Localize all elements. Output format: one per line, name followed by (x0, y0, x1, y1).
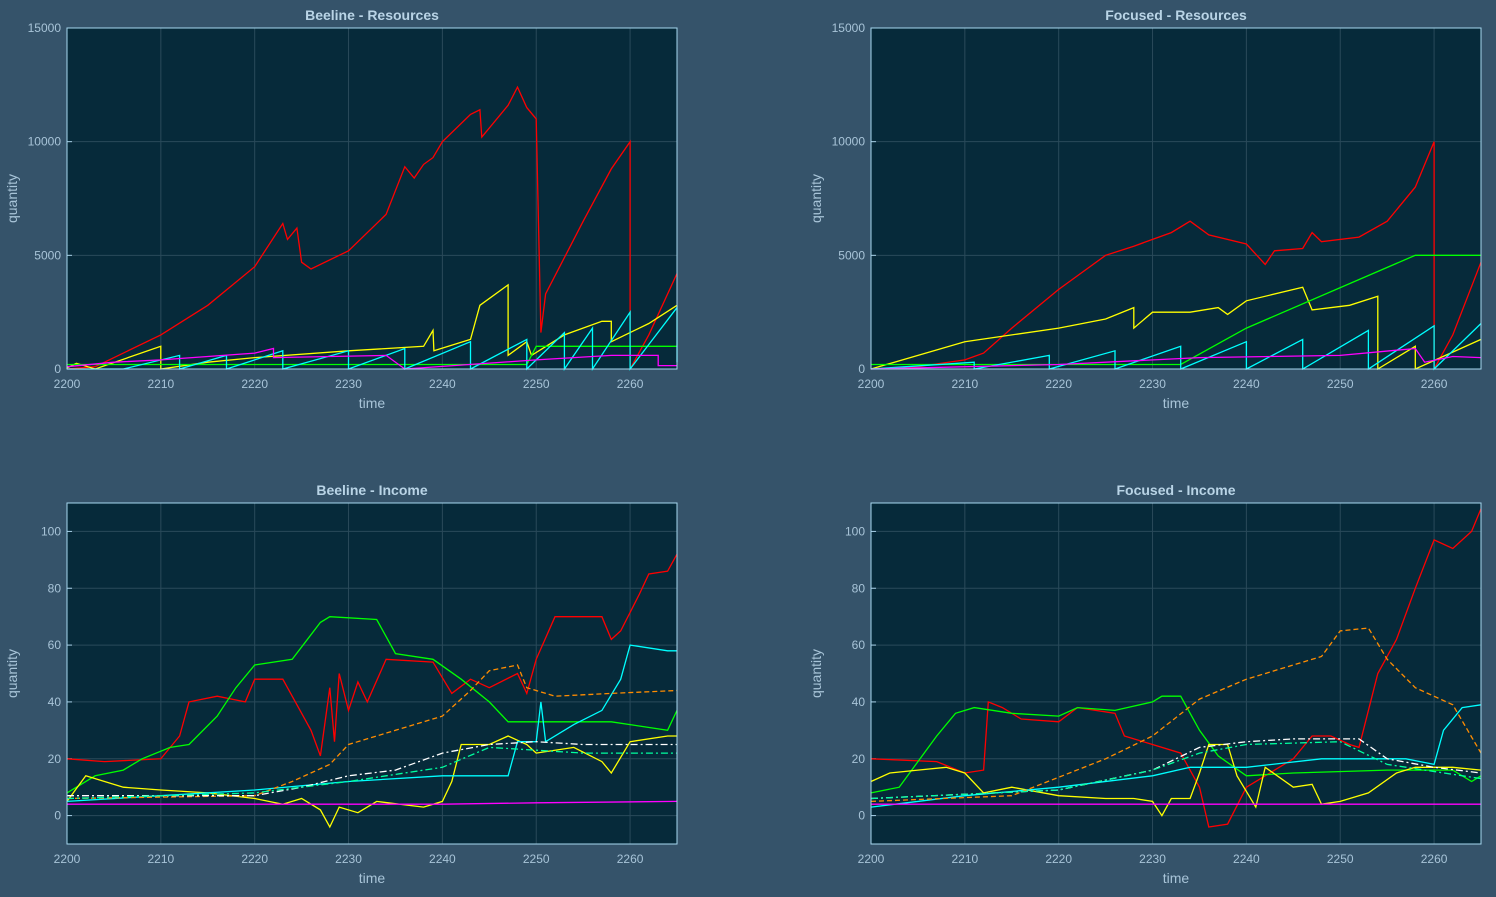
plot-area (871, 503, 1481, 844)
x-tick-label: 2260 (617, 852, 644, 866)
chart-title: Beeline - Income (316, 482, 427, 498)
series-line-3 (870, 743, 1482, 817)
series-line-3 (871, 254, 1481, 366)
x-tick-label: 2220 (1045, 377, 1072, 391)
y-tick-label: 0 (858, 362, 865, 376)
plot-area (871, 28, 1481, 369)
series-line-2 (870, 695, 1482, 794)
x-tick-label: 2250 (1327, 377, 1354, 391)
series-line-4 (67, 305, 678, 372)
series-line-6 (870, 627, 1482, 803)
y-tick-label: 100 (845, 524, 865, 538)
subplot-2: 2200 2210 2220 2230 2240 2250 2260 0 5000 10000 15… (808, 7, 1482, 411)
series-line-1 (870, 141, 1482, 370)
y-tick-label: 40 (48, 695, 62, 709)
x-tick-label: 2230 (1139, 852, 1166, 866)
y-tick-label: 20 (852, 752, 866, 766)
y-tick-label: 5000 (838, 248, 865, 262)
plot-area (67, 503, 677, 844)
x-tick-label: 2200 (54, 852, 81, 866)
y-tick-label: 60 (852, 638, 866, 652)
series-line-6 (66, 664, 678, 800)
x-tick-label: 2250 (523, 852, 550, 866)
series-line-1 (66, 85, 678, 370)
x-tick-label: 2240 (1233, 852, 1260, 866)
axes-frame (870, 27, 1482, 370)
x-tick-label: 2220 (241, 852, 268, 866)
y-tick-label: 60 (48, 638, 62, 652)
x-tick-label: 2240 (429, 852, 456, 866)
y-tick-label: 10000 (28, 135, 62, 149)
axes-frame (66, 502, 678, 845)
subplot-4: 2200 2210 2220 2230 2240 2250 2260 0 20 40 60 80 100… (808, 482, 1482, 886)
y-tick-label: 5000 (34, 248, 61, 262)
subplot-1: 2200 2210 2220 2230 2240 2250 2260 0 5000 10000 15… (4, 7, 678, 411)
y-tick-label: 100 (41, 524, 61, 538)
series-line-2 (66, 283, 678, 370)
x-tick-label: 2240 (429, 377, 456, 391)
x-tick-label: 2250 (1327, 852, 1354, 866)
x-tick-label: 2210 (147, 852, 174, 866)
x-tick-label: 2230 (1139, 377, 1166, 391)
x-tick-label: 2250 (523, 377, 550, 391)
y-tick-label: 20 (48, 752, 62, 766)
x-tick-label: 2210 (147, 377, 174, 391)
x-tick-label: 2210 (951, 852, 978, 866)
x-tick-label: 2230 (335, 852, 362, 866)
chart-title: Beeline - Resources (305, 7, 439, 23)
x-axis-label: time (359, 395, 386, 411)
x-tick-label: 2200 (54, 377, 81, 391)
x-axis-label: time (1163, 395, 1190, 411)
series-line-1 (870, 508, 1482, 828)
series-line-1 (66, 553, 678, 763)
y-axis-label: quantity (4, 649, 20, 698)
plot-area (67, 28, 677, 369)
x-tick-label: 2260 (1421, 377, 1448, 391)
x-tick-label: 2220 (241, 377, 268, 391)
series-line-3 (66, 735, 677, 829)
series-line-4 (66, 644, 677, 803)
series-line-8 (66, 746, 677, 800)
x-tick-label: 2220 (1045, 852, 1072, 866)
x-tick-label: 2200 (858, 377, 885, 391)
x-tick-label: 2260 (617, 377, 644, 391)
series-line-4 (870, 323, 1482, 371)
chart-title: Focused - Income (1116, 482, 1235, 498)
x-tick-label: 2260 (1421, 852, 1448, 866)
y-axis-label: quantity (808, 174, 824, 223)
chart-title: Focused - Resources (1105, 7, 1247, 23)
x-tick-label: 2210 (951, 377, 978, 391)
y-axis-label: quantity (4, 174, 20, 223)
series-line-5 (66, 347, 677, 370)
axes-frame (66, 27, 678, 370)
series-line-5 (870, 347, 1482, 370)
y-tick-label: 0 (858, 809, 865, 823)
y-tick-label: 0 (54, 809, 61, 823)
series-line-2 (66, 616, 678, 794)
y-tick-label: 10000 (832, 135, 866, 149)
y-tick-label: 0 (54, 362, 61, 376)
y-tick-label: 15000 (832, 21, 866, 35)
x-axis-label: time (1163, 870, 1190, 886)
y-tick-label: 40 (852, 695, 866, 709)
y-tick-label: 15000 (28, 21, 62, 35)
x-tick-label: 2240 (1233, 377, 1260, 391)
y-tick-label: 80 (48, 581, 62, 595)
x-axis-label: time (359, 870, 386, 886)
y-tick-label: 80 (852, 581, 866, 595)
x-tick-label: 2230 (335, 377, 362, 391)
y-axis-label: quantity (808, 649, 824, 698)
series-line-5 (67, 800, 678, 805)
x-tick-label: 2200 (858, 852, 885, 866)
series-line-4 (870, 704, 1482, 808)
axes-frame (870, 502, 1482, 845)
series-line-7 (67, 741, 677, 797)
subplot-3: 2200 2210 2220 2230 2240 2250 2260 0 20 40 60 80 100… (4, 482, 678, 886)
